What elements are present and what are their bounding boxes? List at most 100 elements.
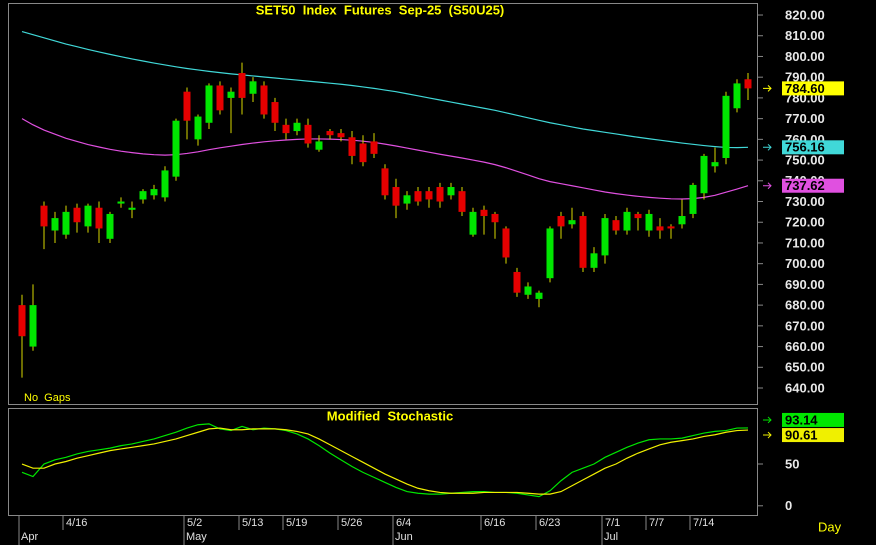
candle-body: [271, 102, 279, 123]
candle-body: [744, 79, 752, 89]
x-tick-label: 6/23: [539, 517, 560, 529]
stochastic-line: [21, 427, 749, 495]
candle-body: [557, 216, 565, 227]
y-tick-label: 810.00: [785, 28, 825, 43]
price-panel: [8, 3, 758, 405]
candle-body: [315, 141, 323, 150]
candle-body: [172, 120, 180, 177]
candle-body: [436, 187, 444, 202]
candle-body: [392, 187, 400, 206]
x-axis-label: Day: [818, 519, 842, 534]
candle-body: [161, 170, 169, 198]
y-tick-label: 750.00: [785, 153, 825, 168]
candle-body: [40, 205, 48, 227]
candle-body: [139, 191, 147, 200]
pointer-arrow: [763, 416, 772, 424]
y-tick-label: 800.00: [785, 49, 825, 64]
candle-body: [502, 228, 510, 258]
candle-body: [370, 141, 378, 154]
candle-body: [711, 162, 719, 167]
candle-body: [645, 213, 653, 231]
candle-body: [326, 131, 334, 136]
y-tick-label: 660.00: [785, 339, 825, 354]
candle-body: [238, 73, 246, 98]
candle-body: [227, 91, 235, 98]
y-tick-label: 790.00: [785, 70, 825, 85]
candle-body: [84, 205, 92, 227]
y-tick-label: 770.00: [785, 111, 825, 126]
candle-body: [414, 191, 422, 202]
candle-body: [634, 213, 642, 219]
x-tick-label: 7/7: [649, 517, 664, 529]
x-tick-label: 5/19: [286, 517, 307, 529]
value-box-label: 90.61: [785, 427, 818, 442]
x-tick-label: 5/13: [242, 517, 263, 529]
candle-body: [381, 168, 389, 196]
x-tick-label: 6/16: [484, 517, 505, 529]
candle-body: [700, 155, 708, 194]
x-tick-label: 7/14: [693, 517, 714, 529]
candle-body: [480, 209, 488, 217]
month-label: Jul: [604, 531, 618, 543]
candle-body: [469, 211, 477, 235]
candle-body: [260, 85, 268, 115]
y-tick-label: 720.00: [785, 215, 825, 230]
candle-body: [623, 211, 631, 231]
candle-body: [678, 216, 686, 225]
x-tick-label: 5/2: [187, 517, 202, 529]
y-tick-label: 680.00: [785, 298, 825, 313]
pointer-arrow: [763, 182, 772, 190]
stochastic-line: [21, 423, 749, 498]
candle-body: [601, 218, 609, 256]
candle-body: [535, 292, 543, 299]
candle-body: [513, 271, 521, 293]
month-label: Apr: [21, 531, 38, 543]
y-tick-label: 0: [785, 498, 792, 513]
value-box-label: 784.60: [785, 81, 825, 96]
candle-body: [106, 213, 114, 239]
pointer-arrow: [763, 85, 772, 92]
candle-body: [722, 95, 730, 158]
x-tick-label: 4/16: [66, 517, 87, 529]
candle-body: [304, 124, 312, 144]
candle-body: [689, 184, 697, 214]
candle-body: [568, 220, 576, 225]
y-tick-label: 690.00: [785, 277, 825, 292]
value-box: [782, 428, 844, 443]
candle-body: [491, 213, 499, 223]
candle-body: [150, 189, 158, 196]
value-box-label: 756.16: [785, 140, 825, 155]
candle-body: [733, 83, 741, 109]
candle-body: [612, 220, 620, 231]
y-tick-label: 700.00: [785, 256, 825, 271]
candle-body: [337, 133, 345, 138]
candle-body: [194, 116, 202, 140]
candle-body: [249, 81, 257, 94]
note: No Gaps: [24, 392, 71, 404]
moving-average: [21, 31, 749, 149]
x-tick-label: 7/1: [605, 517, 620, 529]
candle-body: [29, 305, 37, 347]
candle-body: [18, 305, 26, 337]
candle-body: [216, 85, 224, 111]
x-tick-label: 5/26: [341, 517, 362, 529]
candle-body: [579, 216, 587, 268]
value-box-label: 93.14: [785, 412, 818, 427]
candle-body: [282, 124, 290, 134]
candle-body: [205, 85, 213, 123]
candle-body: [183, 91, 191, 121]
candle-body: [117, 201, 125, 204]
value-box: [782, 81, 844, 96]
month-label: May: [186, 531, 207, 543]
candle-body: [546, 228, 554, 279]
candle-body: [359, 143, 367, 163]
month-label: Jun: [395, 531, 413, 543]
panel-title: Modified Stochastic: [327, 408, 453, 423]
candle-body: [524, 286, 532, 295]
value-box: [782, 412, 844, 427]
candle-body: [447, 187, 455, 196]
candle-body: [458, 191, 466, 212]
y-tick-label: 710.00: [785, 235, 825, 250]
